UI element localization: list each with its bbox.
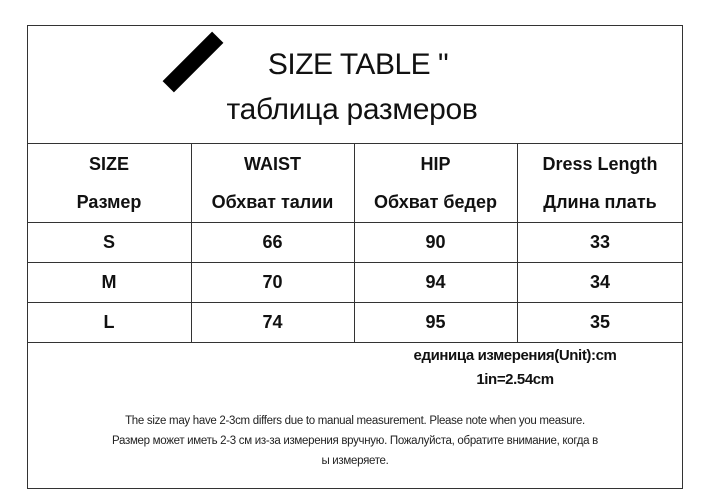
table-cell: M bbox=[101, 271, 117, 292]
note-ru-cont: ы измеряете. bbox=[321, 455, 389, 467]
divider bbox=[27, 262, 683, 263]
table-cell: 95 bbox=[425, 311, 446, 332]
header-en: Dress Length bbox=[542, 153, 658, 174]
header-ru: Обхват талии bbox=[211, 191, 334, 212]
note-en: The size may have 2-3cm differs due to m… bbox=[125, 415, 585, 427]
header-en: HIP bbox=[420, 153, 451, 174]
table-cell: 35 bbox=[589, 311, 611, 332]
header-ru: Обхват бедер bbox=[374, 191, 497, 212]
column-header: Dress Length Длина плать bbox=[517, 143, 683, 222]
inch-conversion: 1in=2.54cm bbox=[476, 371, 554, 388]
divider bbox=[27, 302, 683, 303]
divider bbox=[191, 143, 192, 342]
title-en: SIZE TABLE " bbox=[267, 48, 449, 81]
header-en: SIZE bbox=[88, 153, 129, 174]
divider bbox=[27, 342, 683, 343]
table-cell: 70 bbox=[262, 271, 283, 292]
column-header: WAIST Обхват талии bbox=[191, 143, 354, 222]
divider bbox=[517, 143, 518, 342]
header-ru: Размер bbox=[76, 191, 142, 212]
header-ru: Длина плать bbox=[543, 191, 657, 212]
title-ru: таблица размеров bbox=[226, 93, 478, 126]
table-cell: 34 bbox=[589, 271, 611, 292]
divider bbox=[27, 222, 683, 223]
table-cell: S bbox=[102, 231, 115, 252]
column-header: HIP Обхват бедер bbox=[354, 143, 517, 222]
table-cell: 33 bbox=[589, 231, 611, 252]
divider bbox=[27, 143, 683, 144]
note-ru: Размер может иметь 2-3 см из-за измерени… bbox=[112, 435, 598, 447]
table-cell: 94 bbox=[425, 271, 446, 292]
size-table-frame bbox=[27, 25, 683, 489]
unit-label: единица измерения(Unit):cm bbox=[413, 347, 617, 364]
header-en: WAIST bbox=[244, 153, 301, 174]
divider bbox=[354, 143, 355, 342]
table-cell: L bbox=[103, 311, 115, 332]
table-cell: 74 bbox=[262, 311, 283, 332]
column-header: SIZE Размер bbox=[27, 143, 191, 222]
table-cell: 66 bbox=[262, 231, 283, 252]
table-cell: 90 bbox=[425, 231, 446, 252]
